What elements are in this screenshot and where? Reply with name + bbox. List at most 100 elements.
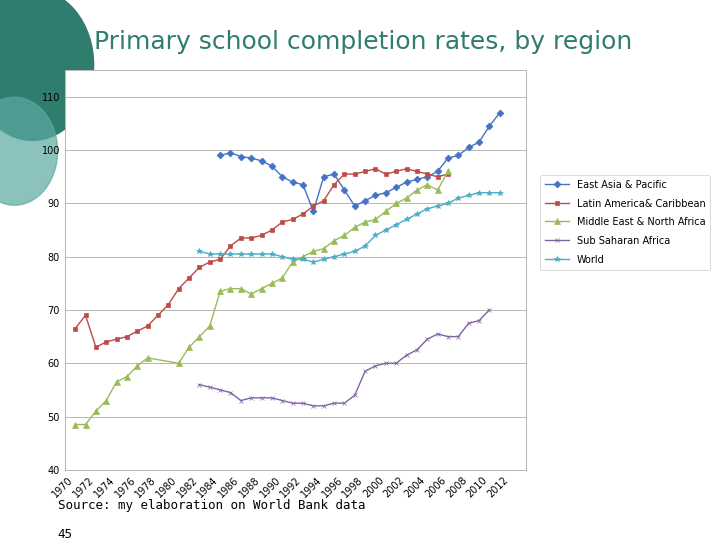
World	[382, 227, 390, 233]
Latin America& Caribbean	[268, 227, 276, 233]
Line: Sub Saharan Africa: Sub Saharan Africa	[197, 307, 492, 408]
East Asia & Pacific	[433, 168, 442, 174]
Latin America& Caribbean	[112, 336, 121, 342]
East Asia & Pacific	[247, 155, 256, 161]
Sub Saharan Africa	[464, 320, 473, 327]
Latin America& Caribbean	[278, 219, 287, 225]
Latin America& Caribbean	[361, 168, 369, 174]
World	[402, 216, 411, 222]
World	[485, 190, 494, 196]
World	[195, 248, 204, 254]
World	[216, 251, 225, 257]
Latin America& Caribbean	[91, 344, 100, 350]
Middle East & North Africa	[361, 219, 369, 225]
Line: Middle East & North Africa: Middle East & North Africa	[73, 168, 451, 427]
Latin America& Caribbean	[423, 171, 431, 177]
Middle East & North Africa	[371, 216, 379, 222]
Middle East & North Africa	[330, 238, 338, 244]
World	[454, 195, 463, 201]
Latin America& Caribbean	[392, 168, 400, 174]
Sub Saharan Africa	[402, 352, 411, 359]
World	[474, 190, 483, 196]
Latin America& Caribbean	[143, 323, 152, 329]
Middle East & North Africa	[143, 355, 152, 361]
East Asia & Pacific	[361, 198, 369, 204]
World	[278, 253, 287, 260]
World	[371, 232, 379, 239]
East Asia & Pacific	[495, 110, 504, 116]
East Asia & Pacific	[309, 208, 318, 214]
Middle East & North Africa	[309, 248, 318, 254]
Sub Saharan Africa	[351, 392, 359, 399]
East Asia & Pacific	[413, 176, 421, 183]
World	[247, 251, 256, 257]
World	[205, 251, 214, 257]
World	[257, 251, 266, 257]
Text: 45: 45	[58, 528, 73, 540]
Sub Saharan Africa	[433, 330, 442, 337]
Latin America& Caribbean	[299, 211, 307, 217]
East Asia & Pacific	[444, 155, 452, 161]
Latin America& Caribbean	[309, 203, 318, 210]
Latin America& Caribbean	[330, 181, 338, 188]
Latin America& Caribbean	[226, 243, 235, 249]
Line: Latin America& Caribbean: Latin America& Caribbean	[73, 166, 451, 350]
World	[361, 243, 369, 249]
Latin America& Caribbean	[257, 232, 266, 239]
Middle East & North Africa	[122, 373, 131, 380]
East Asia & Pacific	[226, 150, 235, 156]
World	[330, 253, 338, 260]
Latin America& Caribbean	[185, 275, 194, 281]
Latin America& Caribbean	[402, 166, 411, 172]
Latin America& Caribbean	[433, 173, 442, 180]
World	[351, 248, 359, 254]
Line: East Asia & Pacific: East Asia & Pacific	[217, 110, 502, 214]
Sub Saharan Africa	[413, 347, 421, 353]
World	[495, 190, 504, 196]
Sub Saharan Africa	[382, 360, 390, 367]
Sub Saharan Africa	[205, 384, 214, 390]
East Asia & Pacific	[351, 203, 359, 210]
Sub Saharan Africa	[340, 400, 348, 407]
Latin America& Caribbean	[340, 171, 348, 177]
Sub Saharan Africa	[361, 368, 369, 374]
East Asia & Pacific	[485, 123, 494, 130]
East Asia & Pacific	[236, 153, 245, 160]
Middle East & North Africa	[71, 421, 79, 428]
Sub Saharan Africa	[268, 395, 276, 401]
World	[413, 211, 421, 217]
Middle East & North Africa	[423, 181, 431, 188]
Latin America& Caribbean	[153, 312, 162, 319]
Line: World: World	[197, 190, 503, 265]
Latin America& Caribbean	[133, 328, 142, 334]
Sub Saharan Africa	[392, 360, 400, 367]
World	[288, 256, 297, 262]
Middle East & North Africa	[278, 275, 287, 281]
East Asia & Pacific	[464, 144, 473, 151]
World	[444, 200, 452, 207]
Middle East & North Africa	[185, 344, 194, 350]
Middle East & North Africa	[205, 323, 214, 329]
Latin America& Caribbean	[382, 171, 390, 177]
Middle East & North Africa	[299, 253, 307, 260]
World	[392, 221, 400, 228]
East Asia & Pacific	[423, 173, 431, 180]
Latin America& Caribbean	[174, 286, 183, 292]
Latin America& Caribbean	[288, 216, 297, 222]
Middle East & North Africa	[413, 187, 421, 193]
Latin America& Caribbean	[351, 171, 359, 177]
East Asia & Pacific	[392, 184, 400, 191]
Sub Saharan Africa	[330, 400, 338, 407]
Latin America& Caribbean	[236, 235, 245, 241]
Middle East & North Africa	[257, 286, 266, 292]
East Asia & Pacific	[278, 173, 287, 180]
East Asia & Pacific	[402, 179, 411, 185]
East Asia & Pacific	[288, 179, 297, 185]
Sub Saharan Africa	[474, 318, 483, 324]
Text: Primary school completion rates, by region: Primary school completion rates, by regi…	[94, 30, 632, 53]
Text: Source: my elaboration on World Bank data: Source: my elaboration on World Bank dat…	[58, 500, 365, 512]
Latin America& Caribbean	[247, 235, 256, 241]
World	[464, 192, 473, 199]
Latin America& Caribbean	[413, 168, 421, 174]
Latin America& Caribbean	[71, 326, 79, 332]
